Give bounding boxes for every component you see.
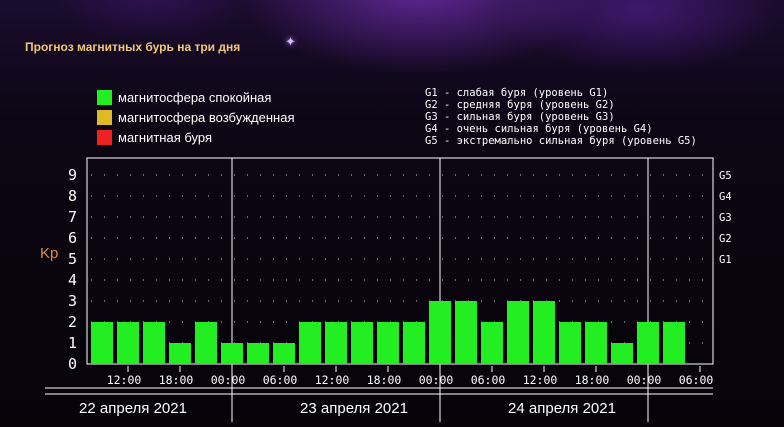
time-tick-label: 12:00 (523, 373, 558, 387)
kp-bar (455, 301, 477, 364)
time-tick-label: 00:00 (627, 373, 662, 387)
kp-bar (325, 322, 347, 364)
kp-bar (481, 322, 503, 364)
legend-label-calm: магнитосфера спокойная (118, 89, 272, 105)
legend-item-storm: магнитная буря (97, 127, 295, 147)
kp-bar (559, 322, 581, 364)
y-tick-label: 9 (68, 166, 77, 184)
kp-bar (273, 343, 295, 364)
g-legend-line-g4: G4 - очень сильная буря (уровень G4) (425, 123, 653, 135)
g-legend-line-g2: G2 - средняя буря (уровень G2) (425, 99, 615, 111)
y-tick-label: 1 (68, 334, 77, 352)
kp-bar (507, 301, 529, 364)
time-tick-label: 00:00 (211, 373, 246, 387)
kp-bar (585, 322, 607, 364)
kp-bar (351, 322, 373, 364)
g-level-label: G5 (719, 170, 732, 182)
y-tick-label: 6 (68, 229, 77, 247)
kp-bar (611, 343, 633, 364)
legend-item-excited: магнитосфера возбужденная (97, 107, 295, 127)
legend-swatch-excited (97, 109, 112, 125)
legend-label-excited: магнитосфера возбужденная (118, 109, 295, 125)
y-tick-label: 4 (68, 271, 77, 289)
y-tick-label: 8 (68, 187, 77, 205)
y-tick-label: 0 (68, 355, 77, 373)
kp-bar (403, 322, 425, 364)
legend-label-storm: магнитная буря (118, 129, 213, 145)
g-legend-line-g5: G5 - экстремально сильная буря (уровень … (425, 135, 697, 147)
y-tick-label: 7 (68, 208, 77, 226)
date-label: 24 апреля 2021 (508, 400, 616, 417)
legend-item-calm: магнитосфера спокойная (97, 87, 295, 107)
y-tick-label: 3 (68, 292, 77, 310)
kp-bar (637, 322, 659, 364)
kp-bar (429, 301, 451, 364)
time-tick-label: 18:00 (159, 373, 194, 387)
sparkle-icon: ✦ (285, 35, 296, 50)
y-axis-label: Kp (40, 245, 58, 262)
kp-bar (663, 322, 685, 364)
g-level-label: G4 (719, 191, 732, 203)
time-tick-label: 06:00 (679, 373, 714, 387)
color-legend: магнитосфера спокойная магнитосфера возб… (97, 87, 295, 147)
kp-bar (195, 322, 217, 364)
time-tick-label: 06:00 (263, 373, 298, 387)
date-label: 22 апреля 2021 (79, 400, 187, 417)
g-level-label: G1 (719, 254, 732, 266)
kp-bar (117, 322, 139, 364)
date-label: 23 апреля 2021 (300, 400, 408, 417)
kp-bar (377, 322, 399, 364)
y-tick-label: 2 (68, 313, 77, 331)
kp-bar (533, 301, 555, 364)
time-tick-label: 06:00 (471, 373, 506, 387)
kp-bar (247, 343, 269, 364)
time-tick-label: 12:00 (107, 373, 142, 387)
page-title: Прогноз магнитных бурь на три дня (25, 40, 241, 54)
storm-level-legend: G1 - слабая буря (уровень G1) G2 - средн… (425, 87, 697, 147)
g-level-label: G2 (719, 233, 732, 245)
kp-bar (143, 322, 165, 364)
legend-swatch-storm (97, 129, 112, 145)
g-level-label: G3 (719, 212, 732, 224)
kp-bar (91, 322, 113, 364)
kp-bar (221, 343, 243, 364)
y-tick-label: 5 (68, 250, 77, 268)
kp-bar (169, 343, 191, 364)
kp-bar (299, 322, 321, 364)
g-legend-line-g3: G3 - сильная буря (уровень G3) (425, 111, 615, 123)
time-tick-label: 00:00 (419, 373, 454, 387)
time-tick-label: 18:00 (575, 373, 610, 387)
time-tick-label: 12:00 (315, 373, 350, 387)
time-tick-label: 18:00 (367, 373, 402, 387)
plot-frame (86, 157, 714, 365)
legend-swatch-calm (97, 89, 112, 105)
g-legend-line-g1: G1 - слабая буря (уровень G1) (425, 87, 609, 99)
